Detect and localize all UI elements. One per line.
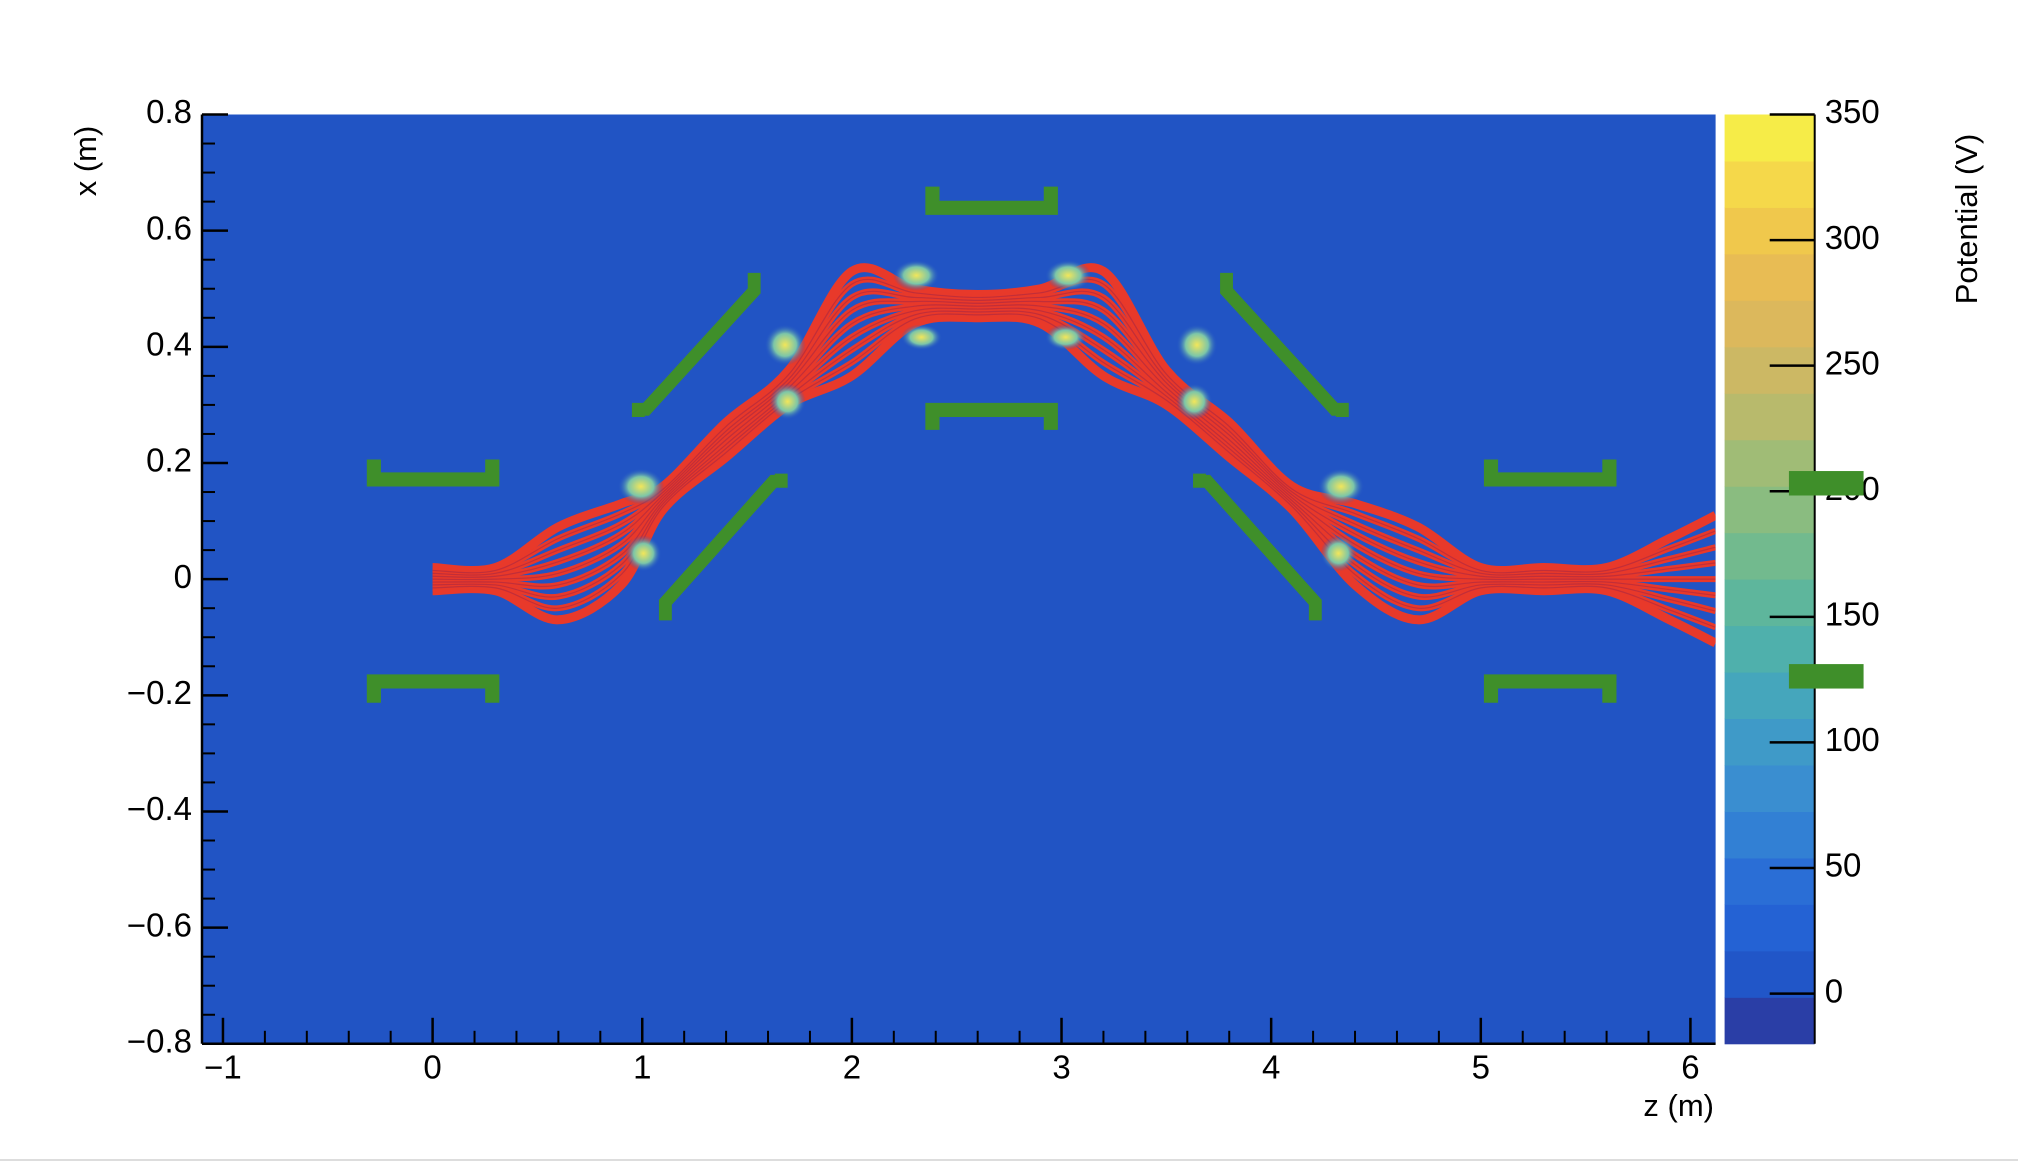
x-tick-label: 6 (1681, 1049, 1699, 1086)
y-tick-label: 0.4 (146, 326, 192, 363)
color-band (1724, 997, 1815, 1045)
colorbar-tick-label: 0 (1825, 972, 1843, 1009)
color-band (1724, 857, 1815, 905)
x-tick-label: 3 (1052, 1049, 1070, 1086)
y-tick-label: 0.6 (146, 209, 192, 246)
color-band (1724, 765, 1815, 812)
trajectory-core (432, 290, 1716, 576)
y-tick-label: −0.4 (127, 790, 192, 827)
color-band (1724, 811, 1815, 859)
color-band (1724, 904, 1815, 952)
y-tick-label: −0.8 (127, 1023, 192, 1060)
x-tick-label: 5 (1472, 1049, 1490, 1086)
y-tick-label: 0.2 (146, 442, 192, 479)
trajectory-core (432, 300, 1716, 578)
colorbar-tick-label: 350 (1825, 93, 1880, 130)
colorbar-tick-label: 50 (1825, 847, 1862, 884)
color-band (1724, 253, 1815, 301)
x-tick-label: 0 (423, 1049, 441, 1086)
x-axis-title: z (m) (1643, 1088, 1714, 1123)
color-band (1724, 114, 1815, 162)
color-band (1724, 532, 1815, 580)
y-tick-label: 0.8 (146, 93, 192, 130)
trajectory-core (432, 304, 1716, 581)
color-band (1724, 346, 1815, 394)
colorbar-tick-label: 150 (1825, 596, 1880, 633)
x-tick-label: 2 (843, 1049, 861, 1086)
color-band (1724, 950, 1815, 998)
electrodes (366, 186, 1864, 703)
color-band (1724, 160, 1815, 208)
color-band (1724, 579, 1815, 627)
y-axis-title: x (m) (68, 126, 103, 197)
color-band (1724, 207, 1815, 255)
x-tick-label: 1 (633, 1049, 651, 1086)
colorbar-title: Potential (V) (1949, 134, 1984, 305)
x-tick-label: 4 (1262, 1049, 1280, 1086)
y-tick-label: 0 (174, 558, 192, 595)
field-highlights (617, 259, 1365, 572)
colorbar-tick-label: 250 (1825, 344, 1880, 381)
colorbar-tick-label: 100 (1825, 721, 1880, 758)
color-band (1724, 300, 1815, 348)
colorbar-tick-label: 300 (1825, 219, 1880, 256)
x-tick-label: −1 (204, 1049, 242, 1086)
trajectory-core (432, 307, 1716, 597)
y-tick-label: −0.2 (127, 674, 192, 711)
diagonal-electrodes (631, 272, 1349, 621)
y-tick-label: −0.6 (127, 906, 192, 943)
color-band (1724, 393, 1815, 441)
electrode-shapes (366, 186, 1864, 703)
